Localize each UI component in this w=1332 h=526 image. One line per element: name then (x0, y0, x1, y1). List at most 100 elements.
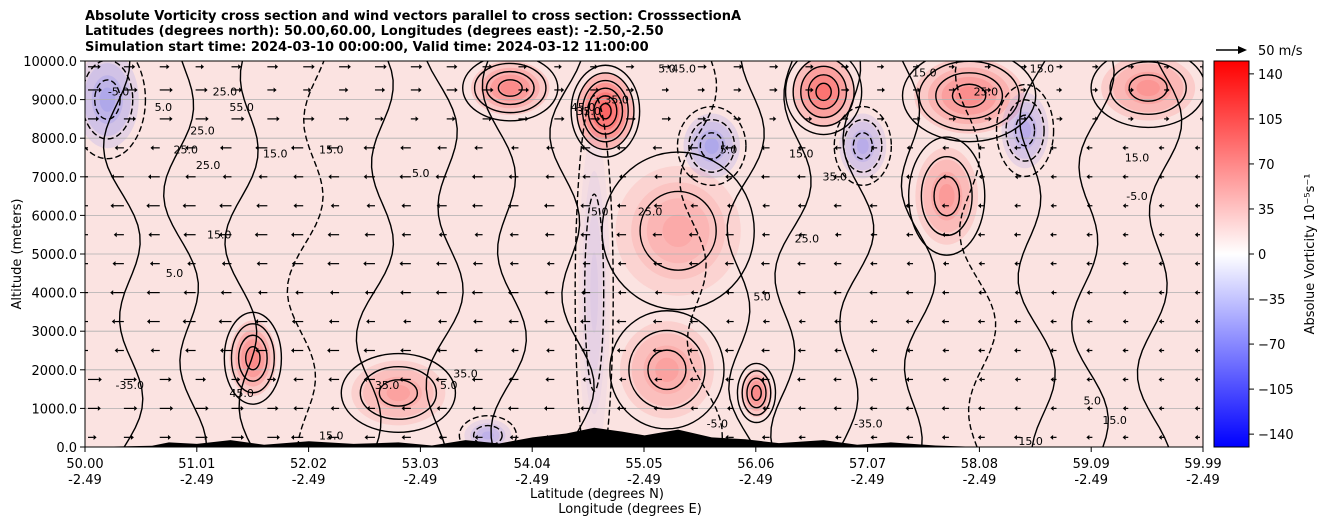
contour-line (688, 118, 736, 173)
wind-vector-arrow-head (725, 376, 729, 382)
x-axis: 50.00-2.4951.01-2.4952.02-2.4953.03-2.49… (66, 447, 1222, 488)
wind-vector-arrow-head (580, 232, 584, 238)
x-tick-label-longitude: -2.49 (68, 473, 102, 488)
wind-vector-arrow-head (170, 405, 174, 411)
wind-vector-arrow-head (870, 434, 874, 440)
wind-vector-arrow-head (133, 376, 137, 382)
y-tick-label: 2000.0 (32, 364, 78, 379)
wind-vector-arrow-head (1194, 290, 1198, 296)
wind-vector-arrow-head (619, 376, 623, 382)
wind-vector-arrow-head (148, 174, 152, 180)
wind-vector-arrow-head (1122, 203, 1126, 209)
contour-line (647, 349, 687, 391)
wind-vector-arrow-head (185, 145, 189, 151)
contour-label: 15.0 (207, 229, 232, 242)
contour-line (93, 79, 121, 120)
contour-label: 5.0 (166, 267, 184, 280)
wind-vector-arrow-head (400, 290, 404, 296)
vorticity-blob (229, 320, 277, 397)
contour-line (593, 95, 618, 128)
wind-vector-arrow-head (1050, 434, 1054, 440)
wind-vector-arrow-head (130, 434, 134, 440)
wind-vector-arrow-head (474, 434, 478, 440)
wind-vector-arrow-head (1158, 174, 1162, 180)
wind-vector-arrow-head (906, 348, 910, 353)
wind-vector-arrow-head (437, 348, 441, 353)
vorticity-blob (662, 214, 694, 248)
contour-line (340, 352, 457, 434)
vorticity-blob (241, 339, 265, 378)
wind-vector-arrow-head (690, 290, 694, 296)
x-tick-label-latitude: 54.04 (514, 457, 551, 472)
wind-vector-arrow-head (472, 203, 476, 209)
contour-line (843, 118, 883, 173)
vorticity-blob (923, 159, 971, 233)
wind-vector-arrow-head (1086, 145, 1090, 151)
wind-vector-arrow-head (739, 64, 743, 70)
wind-vector-arrow-head (168, 376, 172, 382)
wind-vector-arrow-head (401, 405, 405, 411)
contour-label: 45.0 (229, 387, 254, 400)
wind-vector-arrow-head (1086, 405, 1090, 411)
wind-vector-arrow-head (401, 203, 405, 209)
wind-vector-arrow-head (543, 203, 547, 209)
wind-vector-arrow-head (77, 348, 80, 353)
wind-vector-arrow-head (110, 174, 114, 180)
wind-vector-arrow-head (690, 203, 694, 209)
wind-vector-arrow-head (881, 64, 885, 70)
wind-vector-arrow-head (418, 87, 422, 93)
wind-vector-arrow-head (761, 174, 765, 180)
wind-vector-arrow-head (134, 405, 138, 411)
wind-vector-arrow-head (761, 434, 765, 440)
colorbar-tick-label: −140 (1258, 428, 1294, 443)
wind-vector-arrow-head (436, 261, 440, 267)
wind-vector-arrow-head (1050, 319, 1054, 325)
wind-vector-arrow-head (701, 87, 705, 93)
wind-vector-arrow-head (328, 319, 332, 325)
wind-vector-arrow-head (148, 232, 152, 238)
wind-vector-arrow-head (870, 348, 874, 353)
wind-vector-arrow-head (399, 174, 403, 180)
wind-vector-arrow-head (132, 64, 136, 70)
wind-vector-arrow-head (452, 116, 456, 122)
wind-vector-arrow-head (988, 87, 992, 93)
wind-vector-arrow-head (291, 261, 295, 267)
wind-vector-arrow-head (869, 290, 873, 296)
contour-line (485, 70, 535, 106)
contour-label: 25.0 (213, 86, 238, 99)
wind-vector-arrow-head (667, 64, 671, 70)
wind-vector-arrow-head (666, 87, 670, 93)
terrain (85, 427, 1203, 447)
wind-vector-arrow-head (183, 290, 187, 296)
wind-vector-arrow-head (773, 116, 777, 122)
wind-vector-arrow-head (1050, 348, 1054, 353)
wind-vector-arrow-head (364, 434, 368, 440)
wind-vector-arrow-head (797, 405, 801, 411)
wind-vector-arrow-head (293, 405, 297, 411)
x-axis-label-latitude: Latitude (degrees N) (530, 487, 664, 502)
contour-line (462, 61, 559, 122)
wind-vector-arrow-head (1095, 116, 1099, 122)
wind-vector-arrow-head (400, 348, 404, 353)
vorticity-blob (683, 113, 740, 179)
terrain-silhouette (85, 427, 1203, 447)
wind-vector-arrow-head (110, 203, 114, 209)
wind-vector-arrow-head (558, 64, 562, 70)
vorticity-blob (351, 360, 446, 426)
contour-line (815, 82, 832, 102)
wind-vector-arrow-head (978, 348, 982, 353)
wind-vector-arrow-head (835, 434, 839, 440)
wind-vector-arrow-head (472, 261, 476, 267)
wind-vector-arrow-head (1086, 174, 1090, 180)
wind-vector-arrow-head (834, 319, 838, 325)
wind-vector-arrow-head (1050, 376, 1054, 382)
wind-vector-arrow-head (1086, 348, 1090, 353)
contour-label: 35.0 (604, 93, 629, 106)
wind-vector-arrow-head (220, 145, 224, 151)
wind-vector-arrow-head (1086, 232, 1090, 238)
wind-vector-arrow-head (942, 376, 946, 382)
wind-vector-arrow-head (1158, 232, 1162, 238)
contour-line (901, 61, 1037, 143)
contour-label: 35.0 (375, 379, 400, 392)
wind-vector-arrow-head (654, 290, 658, 296)
